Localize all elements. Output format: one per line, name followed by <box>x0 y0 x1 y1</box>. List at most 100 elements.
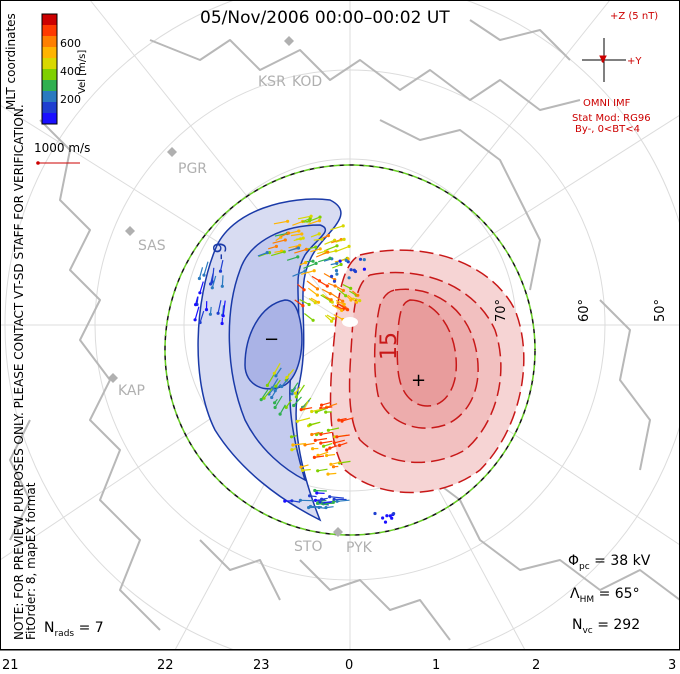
color-bar-frame <box>41 13 58 125</box>
vector-line <box>321 235 329 239</box>
vector-line <box>211 275 217 288</box>
vector-line <box>273 220 288 225</box>
nrads-value: = 7 <box>78 620 104 636</box>
color-tick-400: 400 <box>60 65 81 78</box>
phi-sub: pc <box>579 561 590 572</box>
vector-line <box>335 285 344 292</box>
vector-line <box>297 417 311 422</box>
vector-line <box>339 442 348 446</box>
vector-line <box>336 288 347 297</box>
vector-point <box>220 284 224 288</box>
fit-order-note: FitOrder: 8, mapEX format <box>24 482 38 640</box>
coordinates-label: MLT coordinates <box>4 13 18 110</box>
vector-line <box>336 434 350 438</box>
vector-line <box>325 506 334 509</box>
vector-line <box>325 245 338 251</box>
vector-line <box>317 468 328 472</box>
vector-line <box>299 262 306 266</box>
vector-line <box>295 384 305 398</box>
vector-line <box>288 244 300 249</box>
negative-potential-cell <box>197 198 342 522</box>
vector-line <box>194 306 200 320</box>
vector-line <box>301 217 311 223</box>
nvc-symbol: N <box>572 617 583 633</box>
vector-line <box>325 296 332 301</box>
vector-line <box>203 261 209 276</box>
vector-line <box>318 499 327 503</box>
imf-z-label: +Z (5 nT) <box>610 11 659 22</box>
vector-line <box>307 220 320 225</box>
nrads-sub: rads <box>54 628 75 639</box>
vector-line <box>292 270 306 277</box>
vector-line <box>217 300 222 314</box>
vector-line <box>310 248 321 253</box>
vector-point <box>221 314 225 318</box>
vector-line <box>306 280 318 290</box>
vector-line <box>336 245 350 252</box>
site-sto: STO <box>294 539 323 555</box>
vector-point <box>335 272 339 276</box>
velocity-scale-bar <box>36 161 80 165</box>
vector-line <box>288 247 299 252</box>
vector-line <box>338 417 347 421</box>
vector-line <box>222 300 226 316</box>
vector-line <box>274 250 282 253</box>
potential-max-marker: + <box>411 370 427 391</box>
vector-line <box>313 238 322 241</box>
vector-line <box>316 407 328 413</box>
vector-line <box>309 495 317 498</box>
vector-line <box>321 497 328 500</box>
vector-line <box>272 239 286 244</box>
vector-line <box>330 461 342 465</box>
vector-line <box>260 389 269 400</box>
vector-line <box>326 453 336 457</box>
vector-point <box>392 511 396 516</box>
vector-point <box>358 257 363 261</box>
site-sas: SAS <box>138 238 166 254</box>
vector-line <box>292 442 307 446</box>
vector-point <box>362 267 366 271</box>
vector-line <box>330 225 344 231</box>
color-tick-200: 200 <box>60 93 81 106</box>
vector-line <box>293 238 301 242</box>
vector-line <box>311 408 323 413</box>
vector-line <box>332 263 342 269</box>
vector-line <box>341 417 354 422</box>
vector-line <box>275 236 282 242</box>
site-kod: KOD <box>292 74 323 90</box>
vector-line <box>257 252 268 257</box>
lat-label-50: 50° <box>653 298 668 322</box>
color-bar-segment <box>42 91 57 103</box>
site-pgr: PGR <box>178 161 208 177</box>
vector-line <box>347 294 357 303</box>
vector-line <box>320 431 333 435</box>
lat-label-70: 70° <box>494 298 509 322</box>
vector-point <box>286 219 290 223</box>
lambda-sub: HM <box>579 594 595 605</box>
vector-line <box>308 298 316 304</box>
vector-line <box>293 396 302 406</box>
vector-line <box>199 310 205 323</box>
vector-line <box>271 251 285 257</box>
imf-condition: By-, 0<BT<4 <box>575 124 641 135</box>
vector-line <box>302 468 311 471</box>
lambda-value: = 65° <box>598 586 640 602</box>
cross-polar-potential: Φpc = 38 kV <box>568 553 650 572</box>
vector-point <box>362 258 366 262</box>
vector-line <box>311 431 320 436</box>
vector-point <box>383 520 388 524</box>
vector-line <box>195 296 199 305</box>
vector-line <box>320 406 333 409</box>
vector-point <box>347 276 351 280</box>
vector-count: Nvc = 292 <box>572 617 640 636</box>
velocity-color-bar <box>41 13 58 125</box>
color-bar-segment <box>42 102 57 114</box>
color-bar-segment <box>42 69 57 81</box>
vector-line <box>332 304 342 311</box>
site-kap: KAP <box>118 383 145 399</box>
vector-line <box>318 280 328 287</box>
vector-line <box>327 472 337 475</box>
vector-line <box>321 288 331 295</box>
vector-line <box>334 439 345 444</box>
